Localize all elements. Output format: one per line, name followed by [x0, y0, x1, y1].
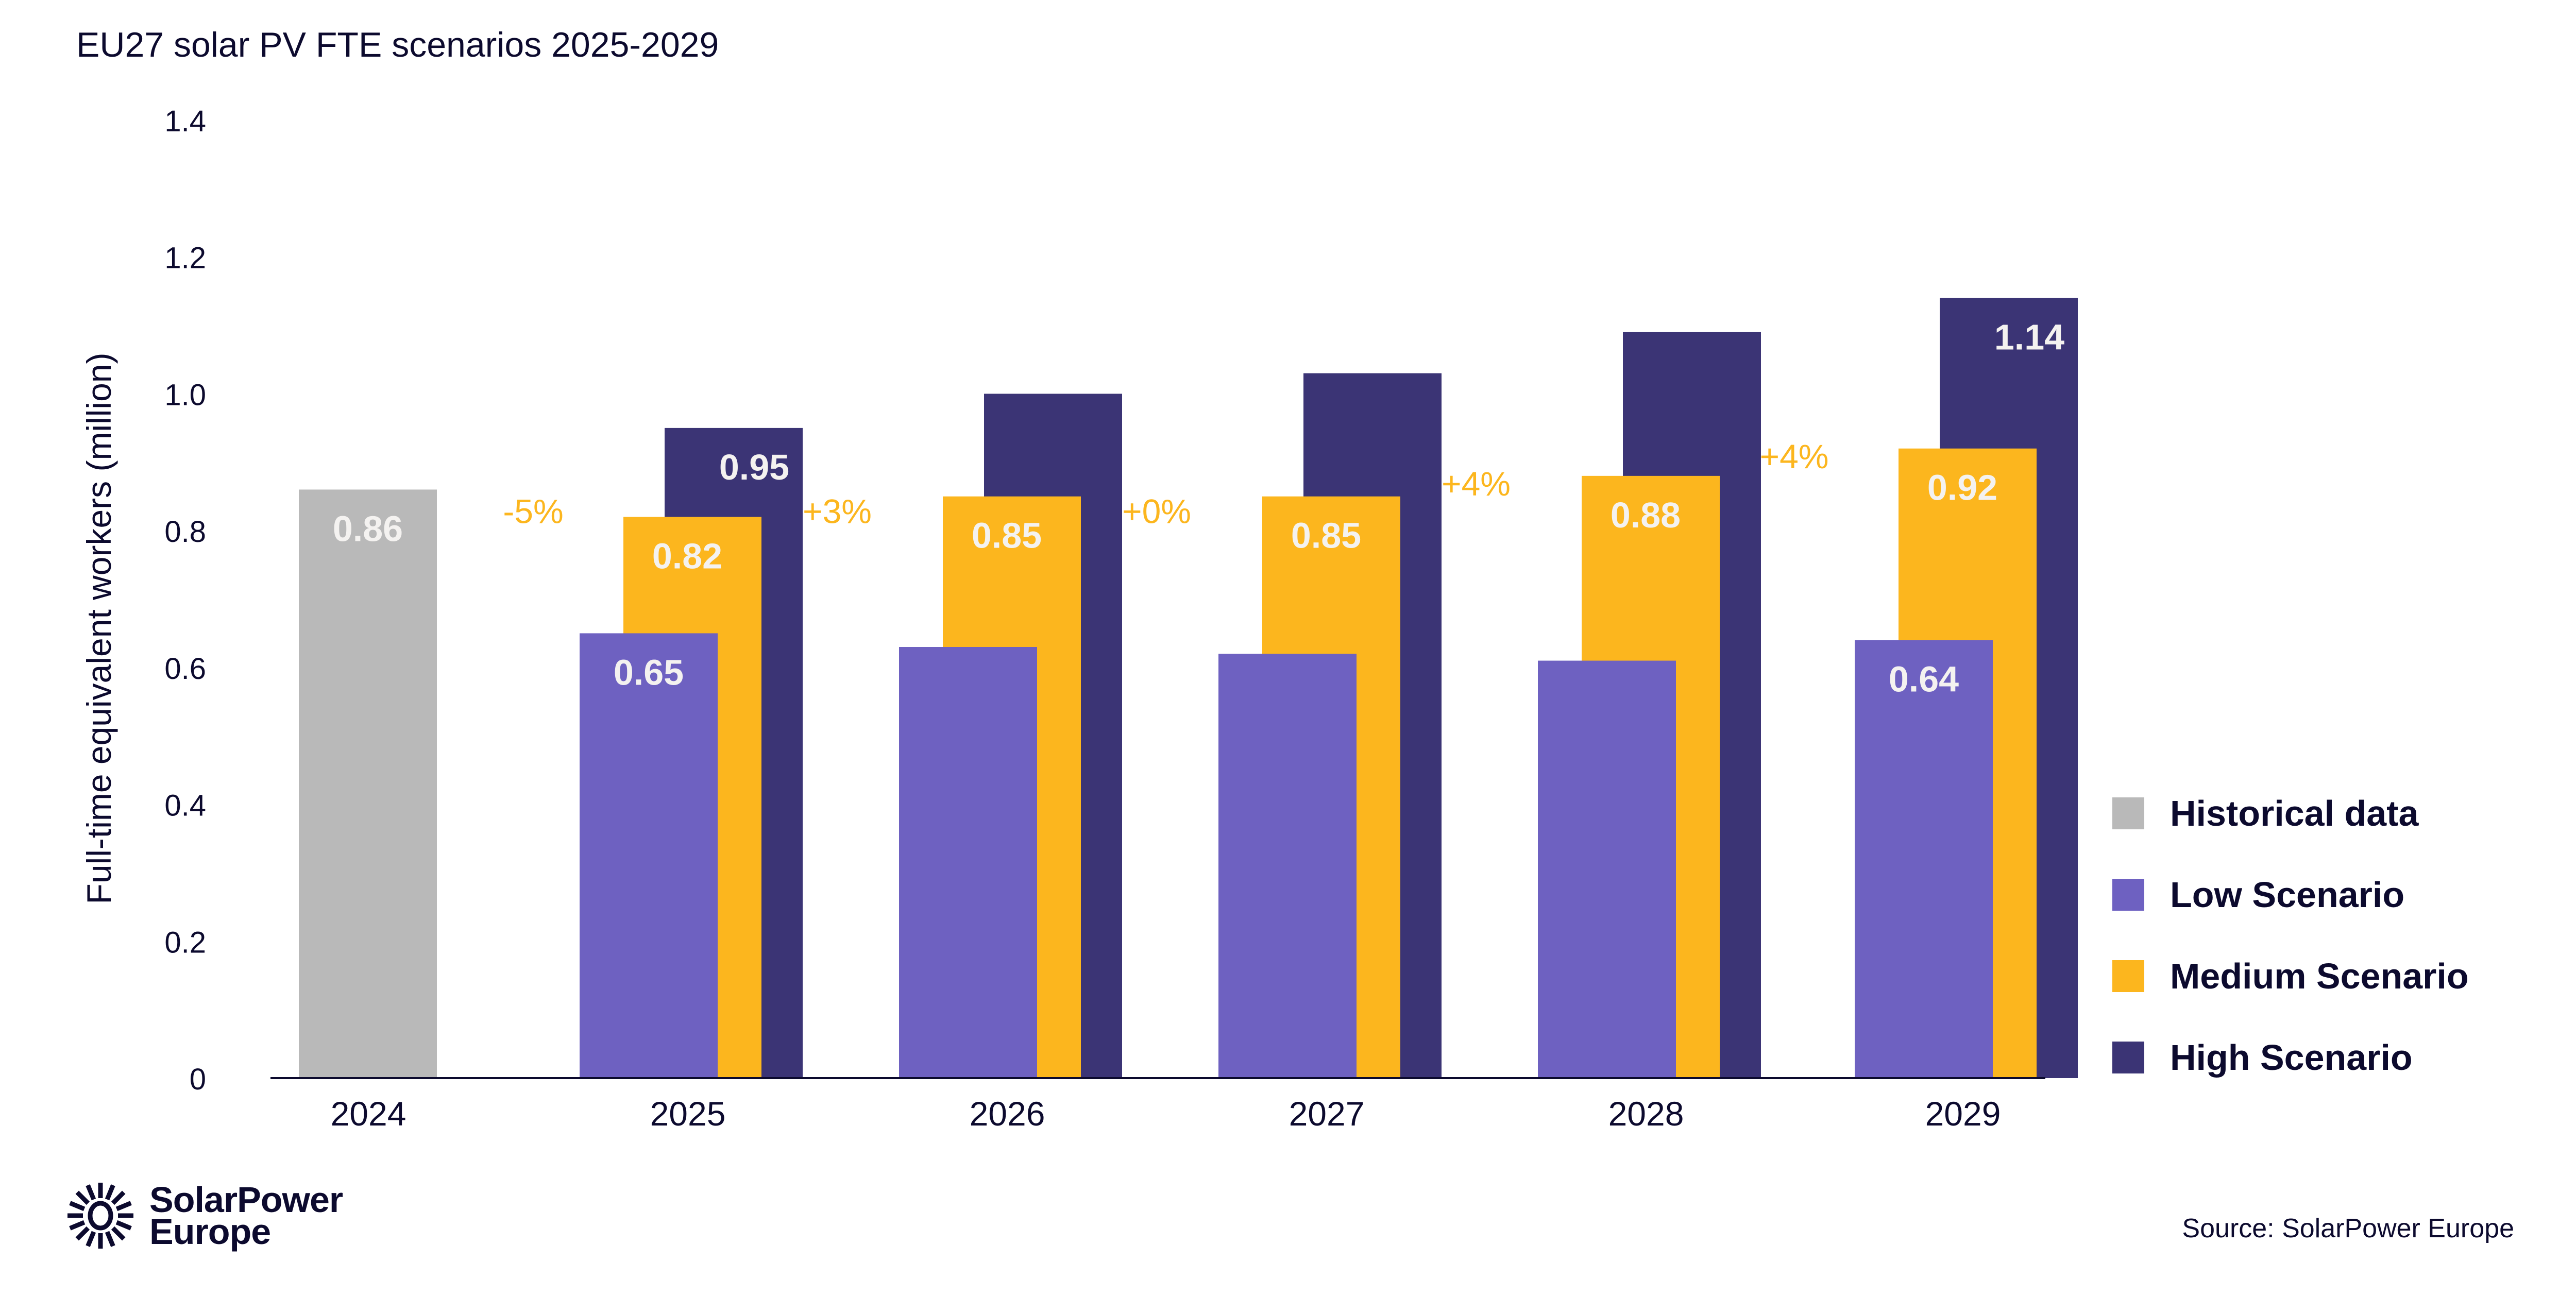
y-tick-label: 1.0: [164, 378, 206, 412]
logo-line-2: Europe: [149, 1212, 271, 1252]
y-tick-label: 0.4: [164, 789, 206, 823]
source-note: Source: SolarPower Europe: [2182, 1214, 2514, 1243]
legend-label: Low Scenario: [2170, 875, 2405, 915]
sun-ray: [75, 1190, 90, 1205]
bar-low-2029: [1855, 640, 1993, 1078]
legend-swatch-historical: [2112, 797, 2144, 829]
y-tick-label: 0: [190, 1063, 206, 1096]
growth-annotation: +4%: [1760, 437, 1829, 475]
x-tick-label: 2026: [970, 1095, 1045, 1133]
sun-ray: [111, 1226, 126, 1241]
bar-low-2027: [1218, 654, 1357, 1078]
y-axis-label-group: Full-time equivalent workers (million): [80, 353, 118, 905]
sun-ray: [105, 1231, 115, 1247]
y-tick-label: 0.8: [164, 515, 206, 549]
x-tick-label: 2029: [1925, 1095, 2001, 1133]
bar-low-2028: [1538, 660, 1676, 1078]
bar-low-2026: [899, 647, 1037, 1078]
data-label-medium-2027: 0.85: [1291, 516, 1361, 556]
legend: Historical data Low Scenario Medium Scen…: [2112, 793, 2469, 1119]
sun-ray: [86, 1231, 96, 1247]
y-tick-label: 1.2: [164, 242, 206, 275]
logo-line-1: SolarPower: [149, 1180, 343, 1220]
growth-annotation: +4%: [1442, 465, 1511, 503]
data-label-medium-2025: 0.82: [652, 536, 722, 576]
legend-label: Historical data: [2170, 793, 2419, 833]
data-label-historical-2024: 0.86: [333, 508, 403, 549]
sun-ray: [69, 1201, 86, 1212]
data-label-high-2029: 1.14: [1994, 317, 2064, 357]
legend-swatch-low: [2112, 879, 2144, 911]
legend-item-high: High Scenario: [2112, 1037, 2469, 1078]
sun-ray: [75, 1226, 90, 1241]
legend-item-historical: Historical data: [2112, 793, 2469, 833]
data-label-high-2025: 0.95: [719, 447, 789, 487]
legend-label: High Scenario: [2170, 1037, 2413, 1078]
bar-low-2025: [580, 633, 718, 1078]
legend-label: Medium Scenario: [2170, 956, 2469, 996]
legend-item-low: Low Scenario: [2112, 875, 2469, 915]
legend-swatch-high: [2112, 1042, 2144, 1073]
data-label-medium-2026: 0.85: [972, 516, 1042, 556]
growth-annotation: +3%: [803, 492, 872, 530]
sun-ray: [105, 1184, 115, 1201]
x-tick-label: 2027: [1289, 1095, 1365, 1133]
sun-ray: [115, 1220, 132, 1231]
growth-annotation: +0%: [1122, 492, 1191, 530]
x-tick-label: 2025: [650, 1095, 726, 1133]
y-tick-label: 1.4: [164, 105, 206, 138]
sun-ray: [115, 1201, 132, 1212]
data-label-low-2029: 0.64: [1889, 659, 1959, 700]
data-label-low-2025: 0.65: [614, 652, 684, 692]
sun-ray: [69, 1220, 86, 1231]
legend-item-medium: Medium Scenario: [2112, 956, 2469, 996]
bar-historical-2024: [299, 489, 437, 1078]
data-label-medium-2029: 0.92: [1927, 468, 1997, 508]
y-tick-label: 0.6: [164, 652, 206, 686]
sun-icon: [67, 1183, 133, 1249]
y-axis-ticks: 0 0.2 0.4 0.6 0.8 1.0 1.2 1.4: [164, 105, 206, 1096]
legend-swatch-medium: [2112, 960, 2144, 992]
x-axis-ticks: 2024 2025 2026 2027 2028 2029: [331, 1095, 2001, 1133]
y-axis-label: Full-time equivalent workers (million): [80, 353, 118, 905]
logo-text: SolarPower Europe: [149, 1180, 343, 1252]
annotations: -5% +3% +0% +4% +4%: [503, 437, 1828, 530]
growth-annotation: -5%: [503, 492, 563, 530]
x-tick-label: 2024: [331, 1095, 406, 1133]
sun-ray: [111, 1190, 126, 1205]
data-label-medium-2028: 0.88: [1611, 495, 1681, 535]
chart-title: EU27 solar PV FTE scenarios 2025-2029: [76, 25, 719, 64]
bars: 0.86 0.95 1.14 0.82 0.85 0.85 0.88 0.92 0.65 0.64: [299, 298, 2078, 1078]
sun-ray: [86, 1184, 96, 1201]
y-tick-label: 0.2: [164, 926, 206, 959]
solarpower-europe-logo: SolarPower Europe: [67, 1180, 343, 1252]
x-tick-label: 2028: [1608, 1095, 1684, 1133]
